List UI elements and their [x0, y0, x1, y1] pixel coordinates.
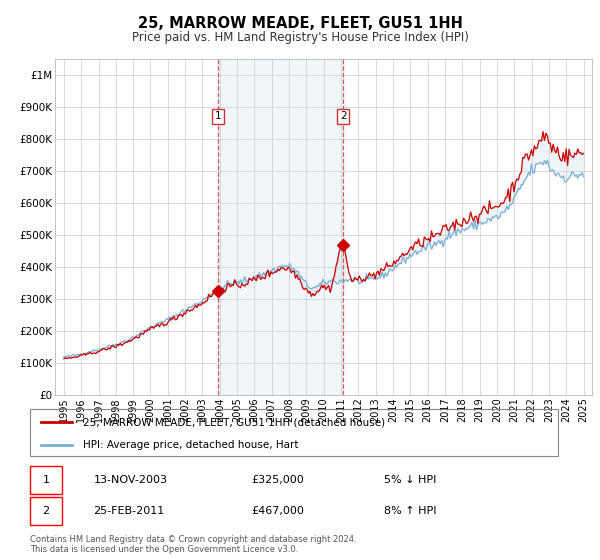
- Text: 5% ↓ HPI: 5% ↓ HPI: [384, 475, 436, 485]
- Text: 1: 1: [43, 475, 49, 485]
- Text: 25, MARROW MEADE, FLEET, GU51 1HH: 25, MARROW MEADE, FLEET, GU51 1HH: [137, 16, 463, 31]
- Text: 1: 1: [214, 111, 221, 122]
- Text: 2: 2: [340, 111, 346, 122]
- Text: HPI: Average price, detached house, Hart: HPI: Average price, detached house, Hart: [83, 440, 298, 450]
- Text: 25, MARROW MEADE, FLEET, GU51 1HH (detached house): 25, MARROW MEADE, FLEET, GU51 1HH (detac…: [83, 417, 385, 427]
- Text: £467,000: £467,000: [252, 506, 305, 516]
- Bar: [30, 497, 62, 525]
- Bar: [218, 59, 343, 395]
- Bar: [30, 466, 62, 494]
- Text: 25-FEB-2011: 25-FEB-2011: [94, 506, 164, 516]
- Text: £325,000: £325,000: [252, 475, 305, 485]
- Text: 2: 2: [42, 506, 49, 516]
- Text: Price paid vs. HM Land Registry's House Price Index (HPI): Price paid vs. HM Land Registry's House …: [131, 31, 469, 44]
- Text: 8% ↑ HPI: 8% ↑ HPI: [384, 506, 436, 516]
- Text: Contains HM Land Registry data © Crown copyright and database right 2024.
This d: Contains HM Land Registry data © Crown c…: [30, 535, 356, 554]
- Text: 13-NOV-2003: 13-NOV-2003: [94, 475, 167, 485]
